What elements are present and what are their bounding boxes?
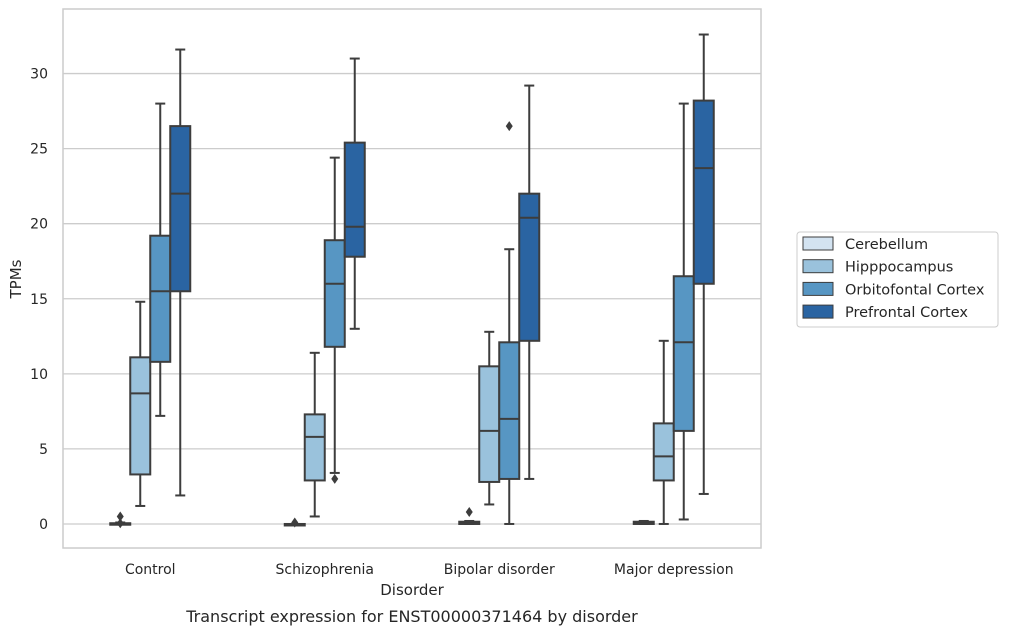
box-group [129, 300, 152, 507]
box [692, 99, 715, 285]
legend-label: Prefrontal Cortex [845, 305, 968, 321]
box-plots [109, 33, 715, 529]
box-group [109, 511, 132, 529]
outlier-point [116, 511, 124, 522]
x-tick-label: Schizophrenia [276, 562, 374, 578]
legend-label: Orbitofontal Cortex [845, 282, 985, 298]
y-tick-label: 0 [39, 517, 48, 533]
box-group [672, 102, 695, 521]
box-group [343, 57, 366, 330]
x-tick-label: Control [125, 562, 176, 578]
legend-swatch [802, 236, 834, 251]
x-tick-labels: Control Schizophrenia Bipolar disorder Majo… [125, 562, 734, 578]
box [343, 141, 366, 258]
box [672, 275, 695, 432]
chart-caption: Transcript expression for ENST0000037146… [185, 607, 638, 626]
legend-label: Hipppocampus [845, 260, 953, 276]
box-group [478, 330, 501, 506]
y-tick-label: 20 [30, 217, 48, 233]
box-group [498, 121, 521, 525]
box-group [652, 339, 675, 525]
box [149, 234, 172, 363]
x-axis-label: Disorder [380, 581, 444, 599]
y-tick-label: 30 [30, 67, 48, 83]
box-group [518, 84, 541, 480]
box-group [458, 506, 481, 525]
box [323, 239, 346, 348]
outlier-point [331, 473, 339, 484]
legend: Cerebellum Hipppocampus Orbitofontal Corte… [796, 231, 999, 328]
legend-swatch [802, 281, 834, 296]
box [518, 192, 541, 342]
outlier-point [505, 121, 513, 132]
legend-swatch [802, 304, 834, 319]
y-tick-label: 15 [30, 292, 48, 308]
box-group [692, 33, 715, 495]
box [169, 125, 192, 293]
box [652, 422, 675, 482]
legend-label: Cerebellum [845, 237, 928, 253]
box-group [283, 517, 306, 528]
box-group [632, 519, 655, 525]
box-group [169, 48, 192, 497]
box [478, 365, 501, 483]
box [498, 341, 521, 480]
legend-swatch [802, 259, 834, 274]
box [129, 356, 152, 476]
y-tick-label: 5 [39, 442, 48, 458]
box-group [303, 351, 326, 518]
x-tick-label: Major depression [614, 562, 734, 578]
y-tick-label: 25 [30, 142, 48, 158]
y-tick-labels: 0 5 10 15 20 25 30 [30, 67, 48, 533]
box-group [323, 156, 346, 484]
legend-frame [796, 231, 999, 328]
outlier-point [291, 517, 299, 528]
box [303, 413, 326, 482]
x-tick-label: Bipolar disorder [444, 562, 555, 578]
y-axis-label: TPMs [7, 259, 25, 299]
outlier-point [116, 518, 124, 529]
outlier-point [465, 506, 473, 517]
y-tick-label: 10 [30, 367, 48, 383]
plot-frame [62, 8, 762, 549]
box-group [149, 102, 172, 417]
